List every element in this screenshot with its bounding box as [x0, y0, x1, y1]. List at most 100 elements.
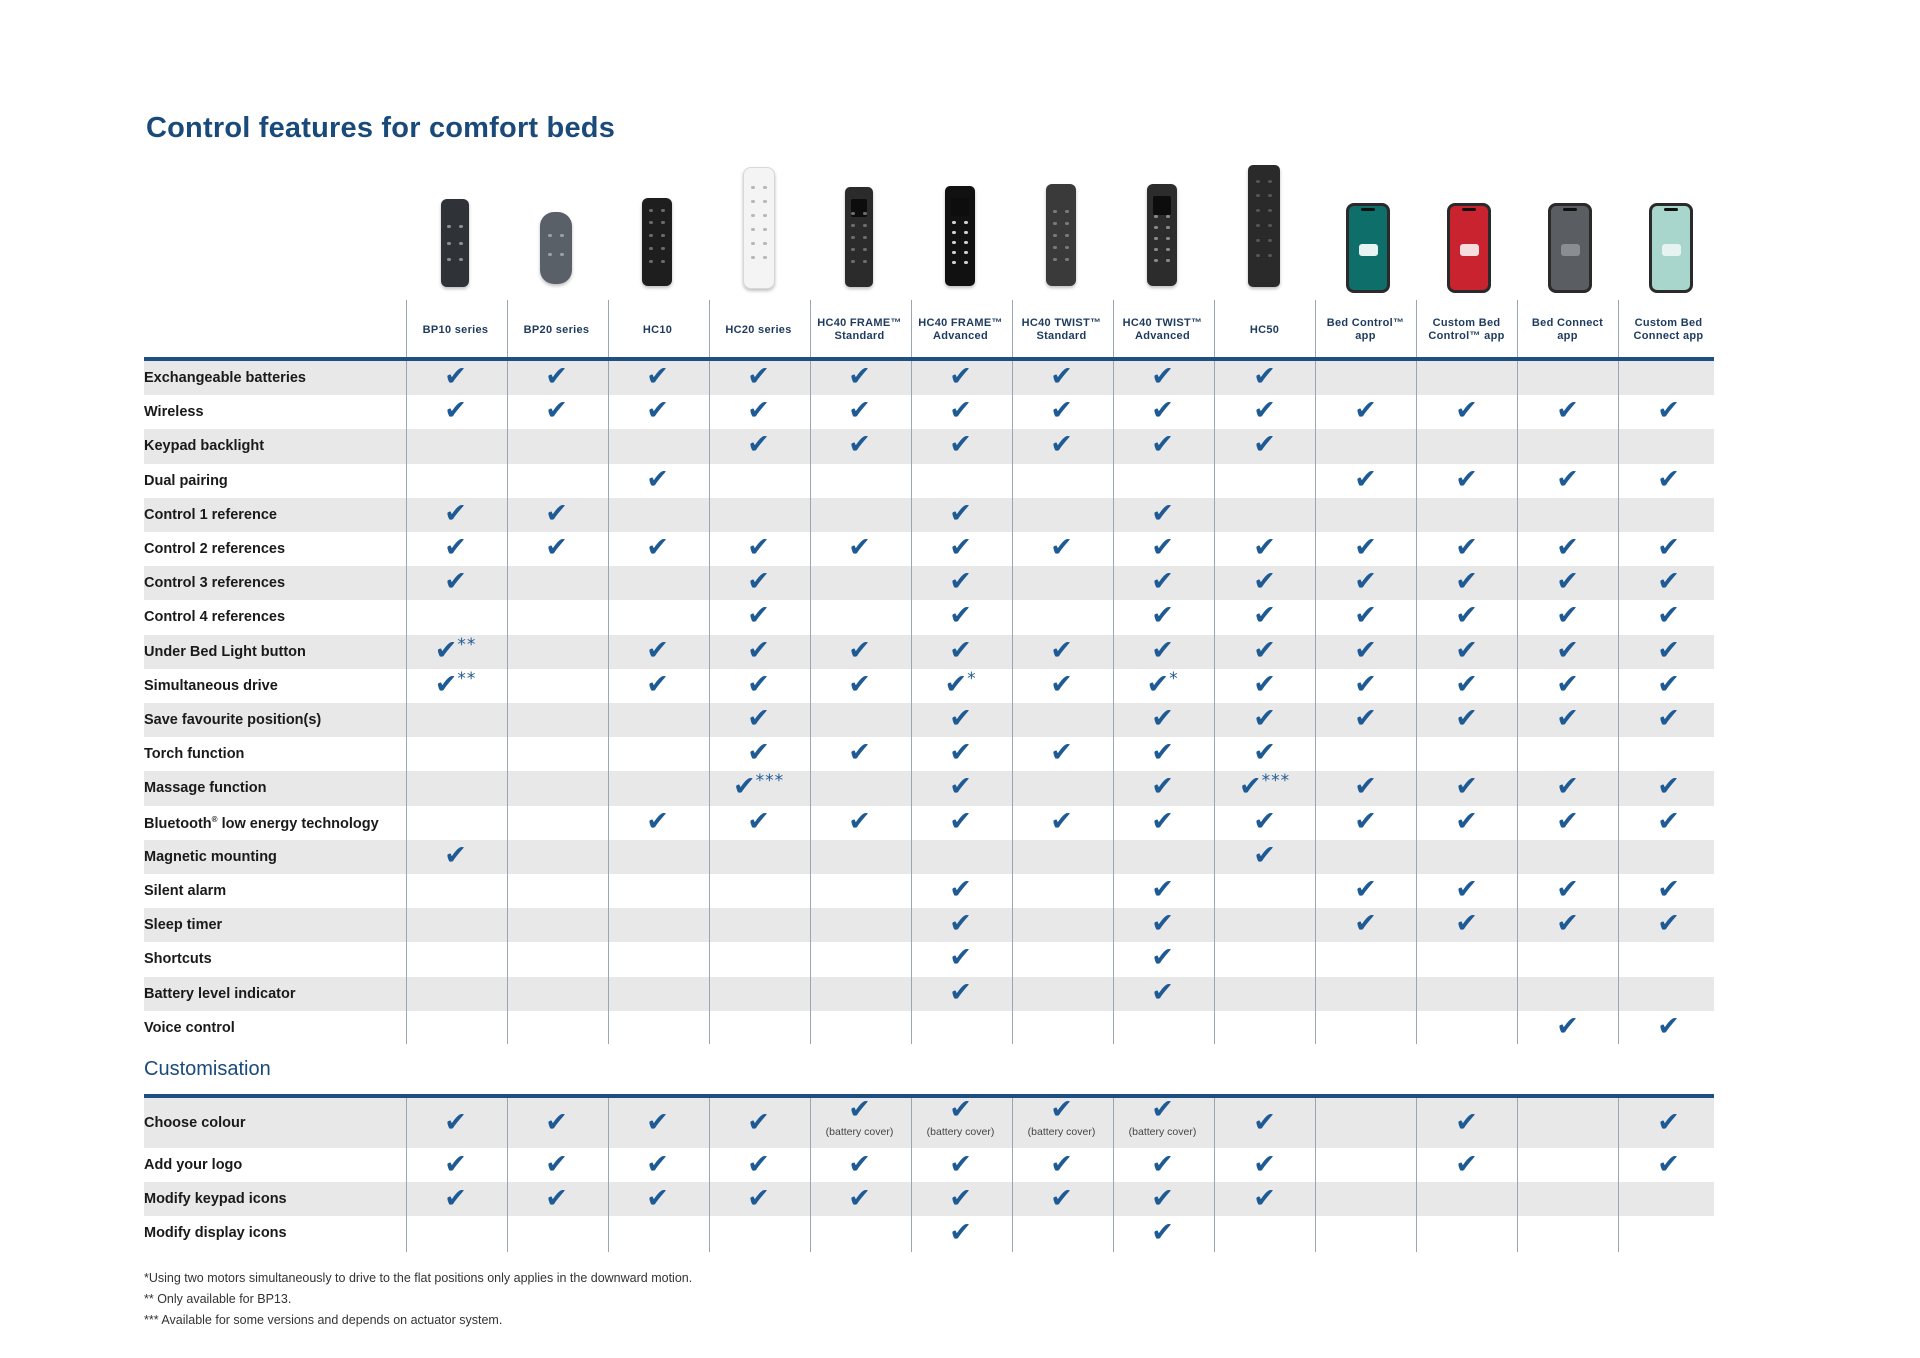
check-icon: ✔ — [1253, 361, 1276, 392]
column-divider — [1012, 1098, 1013, 1252]
feature-label: Magnetic mounting — [144, 849, 277, 865]
check-icon: ✔ — [1253, 634, 1276, 666]
check-icon: ✔ — [1657, 566, 1680, 598]
check-icon: ✔ — [1455, 600, 1478, 632]
check-icon: ✔ — [1050, 805, 1073, 837]
check-icon: ✔ — [1657, 703, 1680, 734]
check-icon: ✔ — [1354, 908, 1377, 940]
column-header-line1: HC40 TWIST™ — [1122, 317, 1203, 329]
feature-label-text: Massage function — [144, 780, 267, 797]
check-icon: ✔ — [1253, 532, 1276, 563]
feature-label: Battery level indicator — [144, 986, 296, 1002]
check-icon: ✔ — [1556, 703, 1579, 734]
footnote-2: ** Only available for BP13. — [144, 1292, 292, 1306]
column-header: BP20 series — [506, 324, 607, 337]
check-icon: ✔ — [1253, 1183, 1276, 1214]
feature-label-text: Dual pairing — [144, 472, 228, 489]
column-divider — [1315, 1098, 1316, 1252]
check-icon: ✔ — [949, 771, 972, 803]
column-divider — [1517, 1098, 1518, 1252]
check-icon: ✔ — [1151, 395, 1174, 427]
check-icon: ✔ — [848, 429, 871, 461]
check-icon: ✔ — [1657, 634, 1680, 666]
column-header: HC40 TWIST™ Advanced — [1112, 317, 1213, 343]
check-icon: ✔ — [848, 634, 871, 666]
column-header: HC10 — [607, 324, 708, 337]
check-icon: ✔ — [747, 395, 770, 427]
check-icon: ✔ — [1151, 634, 1174, 666]
check-icon: ✔ — [1556, 600, 1579, 632]
check-icon: ✔ — [949, 1149, 972, 1180]
check-icon: ✔ — [1556, 532, 1579, 563]
check-icon: ✔ — [747, 703, 770, 734]
check-icon: ✔ — [747, 668, 770, 700]
feature-label-text: Control 1 reference — [144, 506, 277, 523]
check-icon: ✔ — [1455, 634, 1478, 666]
check-icon: ✔ — [1657, 532, 1680, 563]
check-icon: ✔ — [1556, 908, 1579, 940]
check-icon: ✔ — [848, 395, 871, 427]
hc40-twist-advanced-remote-icon — [1147, 184, 1177, 286]
feature-label-text: Battery level indicator — [144, 985, 296, 1002]
check-icon: ✔* — [910, 669, 1011, 699]
check-icon: ✔ — [1556, 668, 1579, 700]
check-icon: ✔ — [545, 1107, 568, 1138]
column-header-line1: HC40 FRAME™ — [817, 317, 902, 329]
check-icon: ✔ — [848, 668, 871, 700]
check-icon: ✔ — [1556, 463, 1579, 495]
check-icon: ✔ — [949, 737, 972, 769]
check-icon-symbol: ✔ — [434, 668, 458, 700]
column-header: Custom Bed Connect app — [1618, 317, 1719, 343]
row-band — [144, 771, 1714, 806]
footnote-1: *Using two motors simultaneously to driv… — [144, 1271, 693, 1285]
check-icon: ✔ — [949, 600, 972, 632]
check-icon: ✔** — [405, 668, 506, 700]
feature-label: Silent alarm — [144, 883, 226, 899]
feature-label-rest: low energy technology — [217, 815, 379, 832]
column-divider — [406, 300, 407, 1044]
column-header-line2: Standard — [834, 330, 885, 342]
column-header: HC40 TWIST™ Standard — [1011, 317, 1112, 343]
check-icon: ✔ — [444, 361, 467, 392]
check-icon: ✔ — [747, 532, 770, 563]
check-icon-symbol: ✔ — [732, 771, 756, 803]
column-header-line2: Advanced — [933, 330, 988, 342]
check-icon: ✔ — [1253, 1149, 1276, 1180]
feature-label-text: Under Bed Light button — [144, 643, 306, 660]
check-icon: ✔ — [1151, 532, 1174, 563]
check-icon: ✔ — [1253, 737, 1276, 769]
row-band — [144, 361, 1714, 396]
battery-cover-note: (battery cover) — [1128, 1126, 1197, 1138]
check-icon: ✔ — [949, 566, 972, 598]
feature-label: Control 2 references — [144, 541, 285, 557]
check-icon: ✔ — [545, 1149, 568, 1180]
check-icon: ✔ — [1354, 566, 1377, 598]
check-icon: ✔ — [444, 1149, 467, 1180]
column-divider — [1214, 1098, 1215, 1252]
feature-label: Shortcuts — [144, 951, 212, 967]
check-icon: ✔ — [1050, 1149, 1073, 1180]
customisation-label: Add your logo — [144, 1157, 242, 1173]
check-icon: ✔ — [949, 942, 972, 974]
column-header-line1: Custom Bed — [1432, 317, 1501, 329]
check-icon: ✔ — [1455, 668, 1478, 700]
check-icon: ✔ — [1253, 429, 1276, 461]
customisation-label-text: Choose colour — [144, 1114, 246, 1131]
feature-label: Save favourite position(s) — [144, 712, 321, 728]
check-icon: ✔ — [1455, 532, 1478, 563]
check-icon: ✔ — [848, 1094, 871, 1125]
check-icon: ✔ — [1455, 771, 1478, 803]
check-icon: ✔ — [1151, 908, 1174, 940]
check-icon: ✔ — [1556, 395, 1579, 427]
feature-label-text: Control 4 references — [144, 609, 286, 626]
column-header: HC20 series — [708, 324, 809, 337]
column-divider — [709, 1098, 710, 1252]
customisation-label: Choose colour — [144, 1115, 246, 1131]
column-header-line2: app — [1355, 330, 1376, 342]
check-icon: ✔ — [1455, 703, 1478, 734]
check-icon: ✔ — [1253, 566, 1276, 598]
column-divider — [1517, 300, 1518, 1044]
check-icon: ✔ — [646, 1107, 669, 1138]
check-icon: ✔ — [444, 395, 467, 427]
battery-cover-note: (battery cover) — [926, 1126, 995, 1138]
